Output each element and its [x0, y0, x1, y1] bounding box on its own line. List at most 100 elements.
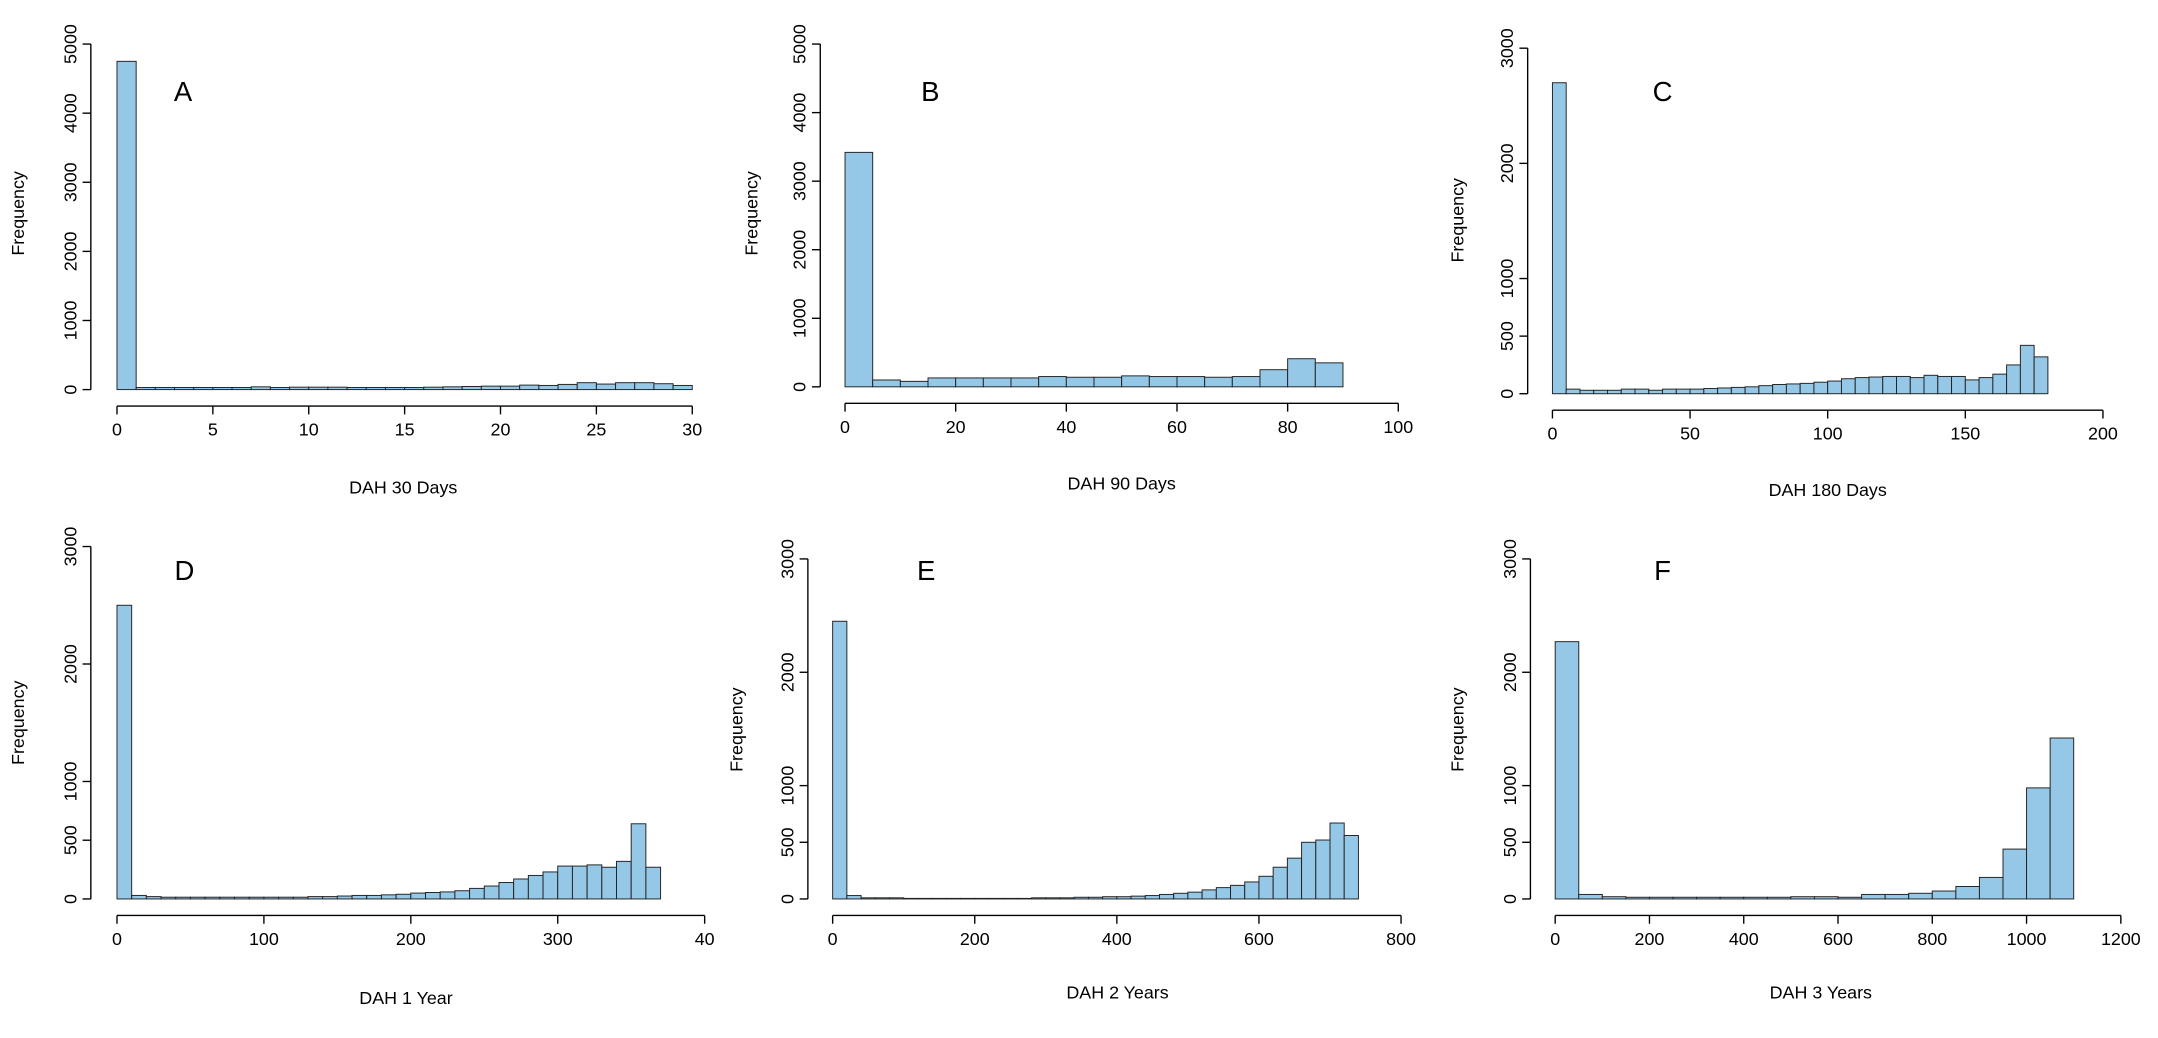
histogram-bar [1620, 388, 1636, 395]
histogram-bar [1102, 896, 1118, 900]
histogram-bar [538, 384, 559, 391]
histogram-bar [116, 60, 137, 391]
histogram-bar [1672, 896, 1698, 900]
x-tick-label: 800 [1917, 929, 1947, 949]
y-tick-label: 2000 [777, 652, 797, 692]
x-tick-label: 40 [695, 929, 715, 949]
histogram-bar [454, 890, 471, 900]
histogram-bar [1244, 881, 1260, 900]
histogram-bar [483, 885, 500, 900]
histogram-bar [1045, 897, 1061, 900]
histogram-bar [365, 387, 386, 391]
histogram-bar [1790, 896, 1815, 900]
histogram-bar [1717, 387, 1732, 395]
histogram-bar [1861, 893, 1886, 900]
histogram-bar [1130, 895, 1146, 900]
histogram-bar [442, 386, 463, 391]
histogram-bar [366, 894, 382, 900]
histogram-bar [860, 897, 876, 900]
histogram-bar [557, 383, 578, 391]
histogram-bar [219, 896, 235, 900]
panel-letter: B [921, 76, 939, 107]
x-tick-label: 1000 [2007, 929, 2047, 949]
histogram-bar [1703, 388, 1719, 395]
y-tick-label: 2000 [1500, 652, 1520, 692]
y-tick-label: 1000 [60, 301, 80, 341]
histogram-bar [1634, 388, 1650, 395]
histogram-bar [1176, 376, 1206, 388]
histogram-bar [586, 864, 603, 900]
histogram-bar [1744, 386, 1760, 395]
y-tick-label: 0 [790, 382, 810, 392]
histogram-bar [1909, 377, 1925, 395]
histogram-bar [1116, 896, 1132, 900]
histogram-bar [2006, 364, 2021, 395]
x-axis-label: DAH 3 Years [1770, 983, 1872, 1003]
y-tick-label: 1000 [1497, 259, 1517, 299]
x-tick-label: 600 [1823, 929, 1853, 949]
histogram-bar [498, 882, 515, 900]
y-tick-label: 3000 [777, 539, 797, 579]
histogram-bar [1882, 375, 1897, 395]
histogram-bar [193, 387, 214, 391]
histogram-bar [1343, 835, 1359, 900]
histogram-bar [1187, 891, 1203, 900]
histogram-bar [889, 897, 905, 900]
histogram-bar [576, 382, 597, 391]
x-tick-label: 150 [1950, 424, 1980, 444]
histogram-bar [289, 386, 310, 391]
histogram-bar [1813, 896, 1839, 900]
histogram-bar [1272, 866, 1288, 900]
histogram-bar [1287, 358, 1316, 388]
histogram-bar [1827, 380, 1842, 395]
histogram-bar [469, 887, 485, 900]
histogram-bar [1799, 382, 1815, 395]
histogram-bar [404, 387, 425, 391]
histogram-bar [1837, 896, 1863, 900]
x-tick-label: 10 [299, 420, 319, 440]
histogram-bar [308, 386, 329, 391]
histogram-bar [263, 896, 280, 900]
histogram-bar [2033, 356, 2049, 395]
x-tick-label: 200 [960, 929, 990, 949]
histogram-bar [1579, 389, 1595, 395]
histogram-bar [322, 896, 338, 900]
y-tick-label: 2000 [60, 644, 80, 684]
x-tick-label: 50 [1680, 424, 1700, 444]
x-tick-label: 20 [946, 417, 966, 437]
y-tick-label: 500 [777, 827, 797, 857]
histogram-bar [1565, 388, 1581, 395]
histogram-bar [1286, 857, 1303, 900]
histogram-bar [1689, 388, 1705, 395]
histogram-bar [231, 387, 252, 391]
histogram-bar [1785, 383, 1801, 395]
x-tick-label: 0 [112, 929, 122, 949]
histogram-bar [1578, 893, 1603, 900]
x-tick-label: 0 [840, 417, 850, 437]
y-tick-label: 2000 [790, 230, 810, 270]
histogram-bar [1329, 822, 1345, 900]
histogram-bar [1554, 641, 1580, 900]
histogram-bar [1978, 377, 1994, 395]
y-tick-label: 1000 [777, 766, 797, 806]
histogram-bar [423, 386, 444, 391]
histogram-bar [903, 897, 919, 900]
histogram-bar [630, 823, 647, 900]
histogram-bar [927, 377, 957, 388]
x-axis-label: DAH 90 Days [1068, 473, 1176, 493]
y-tick-label: 0 [1497, 389, 1517, 399]
histogram-bar [1766, 896, 1792, 900]
histogram-bar [1840, 378, 1856, 395]
y-tick-label: 500 [60, 825, 80, 855]
histogram-bar [557, 865, 573, 900]
y-axis-label: Frequency [8, 680, 28, 765]
y-tick-label: 3000 [60, 527, 80, 567]
histogram-bar [1315, 839, 1331, 900]
x-tick-label: 600 [1244, 929, 1274, 949]
histogram-bar [2049, 737, 2075, 900]
x-tick-label: 100 [1383, 417, 1413, 437]
x-tick-label: 30 [682, 420, 702, 440]
y-tick-label: 0 [60, 894, 80, 904]
y-tick-label: 4000 [790, 93, 810, 133]
